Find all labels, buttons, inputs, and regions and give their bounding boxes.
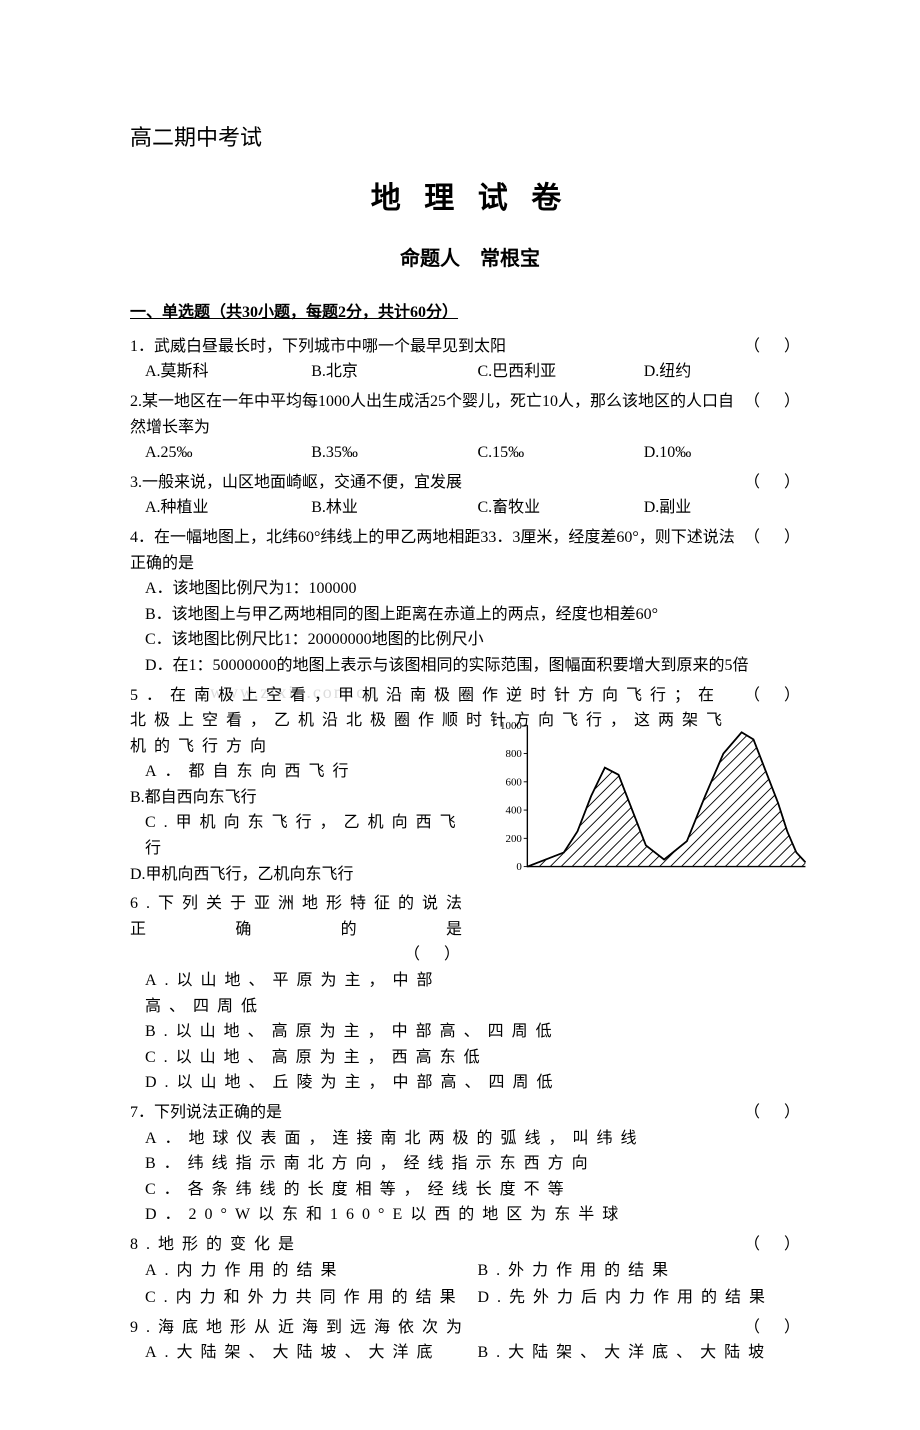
question-4: 4．在一幅地图上，北纬60°纬线上的甲乙两地相距33．3厘米，经度差60°，则下… — [130, 525, 810, 679]
q6-opt-d: D.以山地、丘陵为主，中部高、四周低 — [130, 1070, 810, 1096]
q7-bracket: （ ） — [744, 1100, 810, 1126]
q1-opt-c: C.巴西利亚 — [478, 359, 644, 385]
question-3: 3.一般来说，山区地面崎岖，交通不便，宜发展 （ ） A.种植业 B.林业 C.… — [130, 470, 810, 521]
q6-text: 6.下列关于亚洲地形特征的说法正确的是 — [130, 891, 470, 942]
q8-opt-b: B.外力作用的结果 — [478, 1258, 811, 1284]
svg-text:400: 400 — [505, 804, 522, 816]
q9-opt-a: A.大陆架、大陆坡、大洋底 — [145, 1340, 478, 1366]
q1-text: 1．武威白昼最长时，下列城市中哪一个最早见到太阳 — [130, 334, 744, 360]
q6-opt-a-part: A.以山地、平原为主，中部高、四周低 — [130, 968, 470, 1019]
q5-q6-wrapper: www.zixin.com.cn 5．在南极上空看，甲机沿南极圈作逆时针方向飞行… — [130, 683, 810, 1097]
svg-text:800: 800 — [505, 748, 522, 760]
section-header-1: 一、单选题（共30小题，每题2分，共计60分） — [130, 300, 810, 326]
q2-opt-b: B.35‰ — [311, 440, 477, 466]
svg-text:0: 0 — [516, 861, 522, 873]
q6-opt-c: C.以山地、高原为主，西高东低 — [130, 1045, 810, 1071]
q8-opt-a: A.内力作用的结果 — [145, 1258, 478, 1284]
q9-opt-b: B.大陆架、大洋底、大陆坡 — [478, 1340, 811, 1366]
q5-opt-b: B.都自西向东飞行 — [130, 785, 470, 811]
question-8: 8.地形的变化是 （ ） A.内力作用的结果 B.外力作用的结果 C.内力和外力… — [130, 1232, 810, 1311]
question-9: 9.海底地形从近海到远海依次为 （ ） A.大陆架、大陆坡、大洋底 B.大陆架、… — [130, 1315, 810, 1366]
svg-text:600: 600 — [505, 776, 522, 788]
q3-opt-b: B.林业 — [311, 495, 477, 521]
q2-opt-d: D.10‰ — [644, 440, 810, 466]
q9-bracket: （ ） — [744, 1315, 810, 1341]
q4-opt-a: A．该地图比例尺为1：100000 — [130, 576, 810, 602]
q8-opt-d: D.先外力后内力作用的结果 — [478, 1285, 811, 1311]
q2-opt-a: A.25‰ — [145, 440, 311, 466]
q1-opt-a: A.莫斯科 — [145, 359, 311, 385]
q3-bracket: （ ） — [744, 470, 810, 496]
q4-opt-c: C．该地图比例尺比1：20000000地图的比例尺小 — [130, 627, 810, 653]
q2-opt-c: C.15‰ — [478, 440, 644, 466]
question-2: 2.某一地区在一年中平均每1000人出生成活25个婴儿，死亡10人，那么该地区的… — [130, 389, 810, 466]
q3-opt-d: D.副业 — [644, 495, 810, 521]
q5-opt-d: D.甲机向西飞行，乙机向东飞行 — [130, 862, 470, 888]
question-7: 7．下列说法正确的是 （ ） A．地球仪表面，连接南北两极的弧线，叫纬线 B．纬… — [130, 1100, 810, 1228]
q1-bracket: （ ） — [744, 334, 810, 360]
question-6: 6.下列关于亚洲地形特征的说法正确的是 （ ） A.以山地、平原为主，中部高、四… — [130, 891, 810, 1096]
q8-bracket: （ ） — [744, 1232, 810, 1258]
q7-opt-c: C．各条纬线的长度相等，经线长度不等 — [130, 1177, 810, 1203]
q4-opt-d: D．在1：50000000的地图上表示与该图相同的实际范围，图幅面积要增大到原来… — [130, 653, 810, 679]
q2-text: 2.某一地区在一年中平均每1000人出生成活25个婴儿，死亡10人，那么该地区的… — [130, 389, 744, 440]
svg-text:200: 200 — [505, 832, 522, 844]
q4-text: 4．在一幅地图上，北纬60°纬线上的甲乙两地相距33．3厘米，经度差60°，则下… — [130, 525, 744, 576]
q3-opt-a: A.种植业 — [145, 495, 311, 521]
terrain-profile-chart: 1000 800 600 400 200 0 — [500, 718, 810, 883]
q8-opt-c: C.内力和外力共同作用的结果 — [145, 1285, 478, 1311]
q5-opt-c: C.甲机向东飞行，乙机向西飞行 — [130, 810, 470, 861]
q7-opt-a: A．地球仪表面，连接南北两极的弧线，叫纬线 — [130, 1126, 810, 1152]
q3-opt-c: C.畜牧业 — [478, 495, 644, 521]
terrain-chart-svg: 1000 800 600 400 200 0 — [500, 718, 810, 883]
q4-opt-b: B．该地图上与甲乙两地相同的图上距离在赤道上的两点，经度也相差60° — [130, 602, 810, 628]
top-label: 高二期中考试 — [130, 120, 810, 155]
q7-opt-b: B．纬线指示南北方向，经线指示东西方向 — [130, 1151, 810, 1177]
svg-text:1000: 1000 — [500, 719, 522, 731]
q6-bracket: （ ） — [130, 942, 470, 968]
q1-opt-b: B.北京 — [311, 359, 477, 385]
q7-text: 7．下列说法正确的是 — [130, 1100, 744, 1126]
q4-bracket: （ ） — [744, 525, 810, 576]
q7-opt-d: D．20°W以东和160°E以西的地区为东半球 — [130, 1202, 810, 1228]
subtitle-author: 命题人 常根宝 — [130, 243, 810, 275]
q3-text: 3.一般来说，山区地面崎岖，交通不便，宜发展 — [130, 470, 744, 496]
q5-opt-a: A．都自东向西飞行 — [130, 759, 470, 785]
page-title: 地 理 试 卷 — [130, 175, 810, 223]
q6-opt-b: B.以山地、高原为主，中部高、四周低 — [130, 1019, 810, 1045]
q9-text: 9.海底地形从近海到远海依次为 — [130, 1315, 744, 1341]
q1-opt-d: D.纽约 — [644, 359, 810, 385]
q8-text: 8.地形的变化是 — [130, 1232, 744, 1258]
question-1: 1．武威白昼最长时，下列城市中哪一个最早见到太阳 （ ） A.莫斯科 B.北京 … — [130, 334, 810, 385]
q2-bracket: （ ） — [744, 389, 810, 440]
